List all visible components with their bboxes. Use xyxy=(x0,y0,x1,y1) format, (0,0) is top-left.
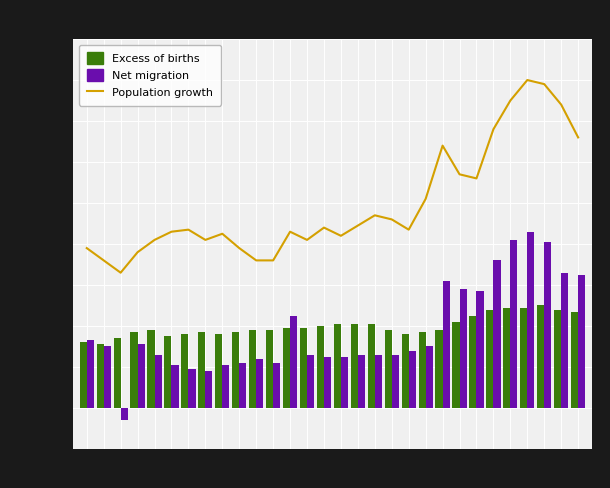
Bar xyxy=(171,365,179,408)
Bar xyxy=(561,273,569,408)
Bar xyxy=(436,330,443,408)
Bar xyxy=(426,346,432,408)
Bar xyxy=(96,345,104,408)
Bar xyxy=(317,326,324,408)
Bar xyxy=(453,322,459,408)
Bar xyxy=(181,334,188,408)
Bar xyxy=(544,242,551,408)
Bar xyxy=(164,336,171,408)
Bar xyxy=(443,281,450,408)
Bar xyxy=(486,309,493,408)
Bar xyxy=(188,369,196,408)
Bar xyxy=(571,312,578,408)
Bar xyxy=(368,324,375,408)
Bar xyxy=(385,330,392,408)
Bar xyxy=(113,338,121,408)
Bar xyxy=(476,291,484,408)
Bar xyxy=(239,363,246,408)
Bar xyxy=(341,357,348,408)
Bar xyxy=(222,365,229,408)
Bar xyxy=(358,355,365,408)
Bar xyxy=(469,316,476,408)
Bar xyxy=(503,307,511,408)
Bar xyxy=(537,305,544,408)
Bar xyxy=(154,355,162,408)
Bar xyxy=(232,332,239,408)
Bar xyxy=(418,332,426,408)
Legend: Excess of births, Net migration, Population growth: Excess of births, Net migration, Populat… xyxy=(79,44,221,105)
Bar xyxy=(266,330,273,408)
Bar xyxy=(273,363,280,408)
Bar xyxy=(121,408,127,420)
Bar xyxy=(392,355,399,408)
Bar xyxy=(104,346,111,408)
Bar xyxy=(493,261,501,408)
Bar xyxy=(459,289,467,408)
Bar xyxy=(138,345,145,408)
Bar xyxy=(87,340,94,408)
Bar xyxy=(527,232,534,408)
Bar xyxy=(283,328,290,408)
Bar xyxy=(520,307,527,408)
Bar xyxy=(307,355,314,408)
Bar xyxy=(215,334,222,408)
Bar xyxy=(290,316,297,408)
Bar xyxy=(198,332,206,408)
Bar xyxy=(334,324,341,408)
Bar xyxy=(554,309,561,408)
Bar xyxy=(324,357,331,408)
Bar xyxy=(401,334,409,408)
Bar xyxy=(256,359,264,408)
Bar xyxy=(131,332,138,408)
Bar xyxy=(375,355,382,408)
Bar xyxy=(249,330,256,408)
Bar xyxy=(148,330,154,408)
Bar xyxy=(409,350,416,408)
Bar xyxy=(206,371,212,408)
Bar xyxy=(351,324,358,408)
Bar xyxy=(300,328,307,408)
Bar xyxy=(511,240,517,408)
Bar xyxy=(80,343,87,408)
Bar xyxy=(578,275,585,408)
